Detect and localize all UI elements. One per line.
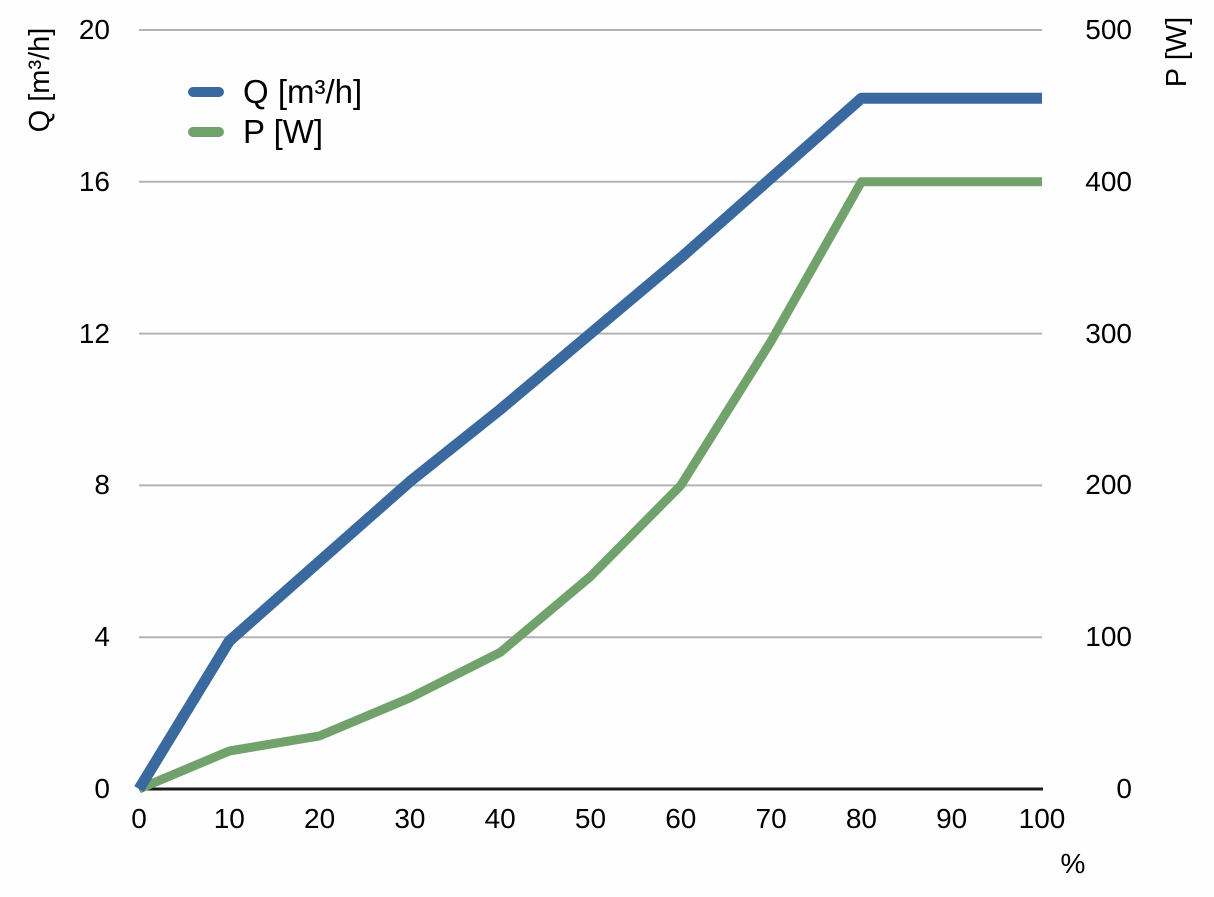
x-tick-label: 70 bbox=[755, 803, 787, 834]
p-series-line bbox=[137, 177, 1042, 794]
right-tick-label: 300 bbox=[1085, 317, 1132, 349]
legend-label-p: P [W] bbox=[243, 113, 324, 150]
left-tick-label: 0 bbox=[94, 773, 110, 804]
data-series bbox=[134, 92, 1042, 794]
x-tick-label: 10 bbox=[213, 803, 245, 834]
legend-item-q: Q [m³/h] bbox=[188, 72, 362, 112]
left-tick-label: 20 bbox=[78, 14, 110, 45]
x-tick-label: 60 bbox=[665, 803, 697, 834]
x-tick-label: 30 bbox=[394, 803, 426, 834]
right-tick-label: 400 bbox=[1085, 165, 1132, 197]
left-tick-label: 12 bbox=[78, 317, 110, 349]
x-tick-label: 0 bbox=[131, 803, 147, 834]
q-line-swatch-icon bbox=[188, 87, 224, 97]
right-tick-label: 100 bbox=[1085, 621, 1132, 653]
q-series-line bbox=[134, 92, 1042, 792]
left-axis-title: Q [m³/h] bbox=[24, 27, 56, 133]
x-tick-label: 100 bbox=[1018, 803, 1066, 834]
left-tick-label: 4 bbox=[94, 621, 110, 653]
x-tick-label: 90 bbox=[936, 803, 968, 834]
right-axis-title: P [W] bbox=[1161, 16, 1193, 88]
x-tick-label: 20 bbox=[304, 803, 336, 834]
right-tick-label: 0 bbox=[1116, 773, 1132, 804]
legend-label-q: Q [m³/h] bbox=[243, 73, 363, 110]
legend-item-p: P [W] bbox=[188, 112, 362, 152]
legend: Q [m³/h] P [W] bbox=[188, 72, 362, 152]
left-tick-label: 8 bbox=[94, 469, 110, 501]
x-tick-label: 40 bbox=[484, 803, 516, 834]
right-tick-label: 200 bbox=[1085, 469, 1132, 501]
right-tick-label: 500 bbox=[1085, 14, 1132, 45]
x-tick-label: 50 bbox=[574, 803, 607, 834]
left-tick-label: 16 bbox=[78, 165, 110, 197]
x-axis-unit-label: % bbox=[1060, 848, 1086, 879]
x-tick-label: 80 bbox=[845, 803, 877, 834]
p-line-swatch-icon bbox=[188, 127, 224, 137]
